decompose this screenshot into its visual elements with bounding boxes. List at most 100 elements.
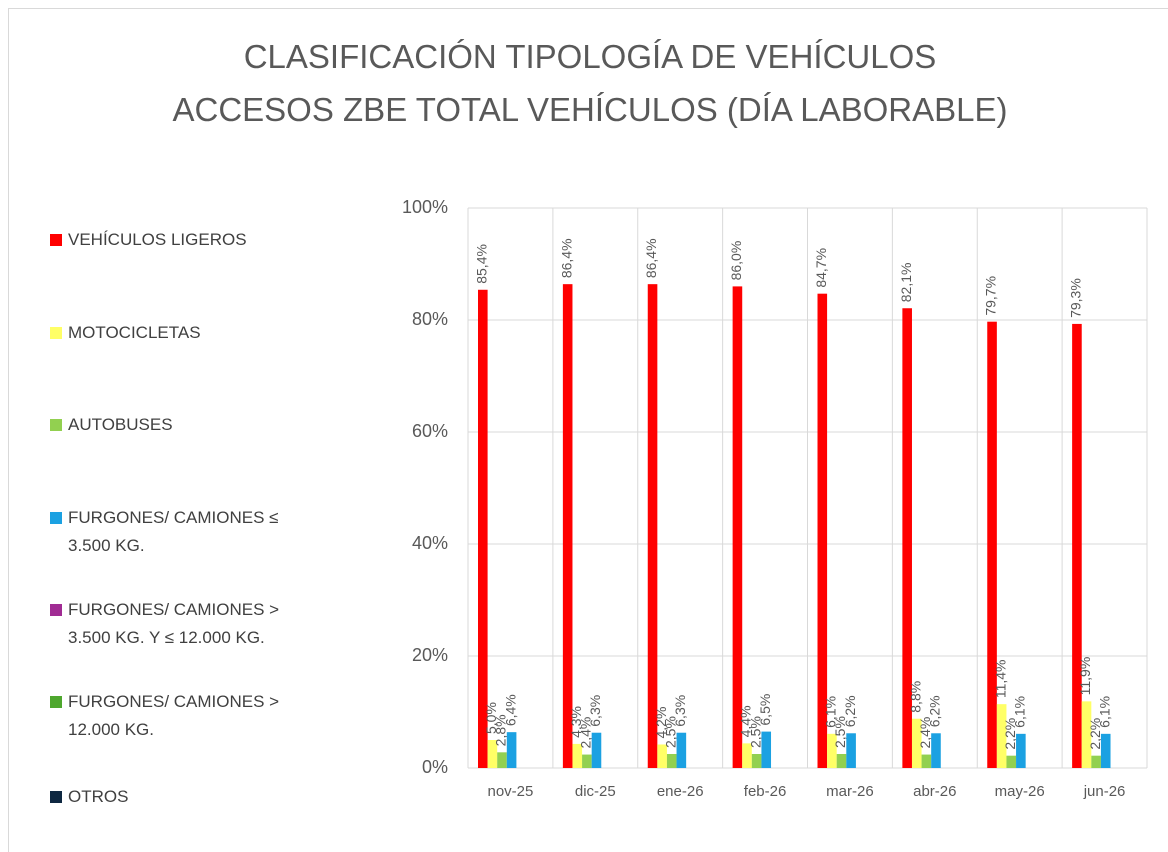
x-tick-label: ene-26 bbox=[657, 783, 704, 800]
legend-entry: FURGONES/ CAMIONES ≤ 3.500 KG. bbox=[50, 504, 318, 560]
x-tick-label: abr-26 bbox=[913, 783, 956, 800]
legend-label: VEHÍCULOS LIGEROS bbox=[68, 230, 247, 249]
x-tick-label: nov-25 bbox=[488, 783, 534, 800]
chart-subtitle: ACCESOS ZBE TOTAL VEHÍCULOS (DÍA LABORAB… bbox=[172, 91, 1008, 128]
data-label: 6,2% bbox=[927, 695, 943, 727]
data-label: 2,5% bbox=[832, 716, 848, 748]
bar bbox=[987, 321, 997, 768]
data-label: 2,2% bbox=[1087, 718, 1103, 750]
data-label: 2,4% bbox=[917, 717, 933, 749]
bar bbox=[582, 754, 592, 768]
data-label: 86,4% bbox=[643, 238, 659, 278]
data-label: 4,3% bbox=[568, 706, 584, 738]
bar bbox=[836, 754, 847, 768]
data-label: 84,7% bbox=[813, 248, 829, 288]
data-label: 86,4% bbox=[558, 238, 574, 278]
legend-entry: OTROS bbox=[50, 783, 318, 811]
bar bbox=[902, 308, 912, 768]
bar bbox=[1091, 755, 1101, 768]
legend-label: OTROS bbox=[68, 787, 129, 806]
data-label: 79,3% bbox=[1068, 278, 1084, 318]
legend-label: MOTOCICLETAS bbox=[68, 323, 201, 342]
bar bbox=[827, 733, 837, 768]
bar bbox=[921, 754, 932, 768]
bar bbox=[911, 718, 922, 768]
y-tick-label: 20% bbox=[412, 645, 448, 665]
legend-swatch bbox=[50, 234, 62, 246]
bar bbox=[817, 293, 828, 768]
y-tick-label: 100% bbox=[402, 197, 448, 217]
data-label: 6,1% bbox=[1096, 696, 1112, 728]
legend-swatch bbox=[50, 696, 62, 708]
bar bbox=[666, 754, 677, 768]
data-label: 2,2% bbox=[1002, 718, 1018, 750]
y-tick-label: 80% bbox=[412, 309, 448, 329]
bar bbox=[572, 743, 583, 768]
bar bbox=[676, 732, 687, 768]
bar bbox=[562, 284, 573, 768]
x-tick-label: may-26 bbox=[995, 783, 1045, 800]
bar bbox=[996, 704, 1007, 768]
legend-entry: VEHÍCULOS LIGEROS bbox=[50, 226, 318, 254]
bar bbox=[931, 733, 941, 768]
legend-entry: AUTOBUSES bbox=[50, 411, 318, 439]
legend-label: FURGONES/ CAMIONES ≤ 3.500 KG. bbox=[68, 508, 279, 555]
bar bbox=[1016, 733, 1026, 768]
bar bbox=[751, 754, 762, 768]
bar bbox=[657, 744, 667, 768]
legend-swatch bbox=[50, 791, 62, 803]
data-label: 6,5% bbox=[757, 694, 773, 726]
legend-label: FURGONES/ CAMIONES > 12.000 KG. bbox=[68, 692, 280, 739]
bar bbox=[742, 743, 752, 768]
chart-title: CLASIFICACIÓN TIPOLOGÍA DE VEHÍCULOS bbox=[243, 38, 937, 75]
data-label: 6,3% bbox=[587, 695, 603, 727]
bar bbox=[497, 752, 507, 768]
bar bbox=[761, 731, 772, 768]
data-label: 6,2% bbox=[842, 695, 858, 727]
legend-entry: FURGONES/ CAMIONES > 3.500 KG. Y ≤ 12.00… bbox=[50, 596, 318, 652]
data-label: 2,8% bbox=[493, 714, 509, 746]
bar bbox=[1100, 733, 1111, 768]
bar bbox=[647, 284, 658, 768]
legend-swatch bbox=[50, 604, 62, 616]
data-label: 6,3% bbox=[672, 695, 688, 727]
bar bbox=[478, 289, 488, 768]
legend-label: FURGONES/ CAMIONES > 3.500 KG. Y ≤ 12.00… bbox=[68, 600, 280, 647]
data-label: 6,1% bbox=[1012, 696, 1028, 728]
legend-entry: MOTOCICLETAS bbox=[50, 319, 318, 347]
data-label: 85,4% bbox=[474, 244, 490, 284]
legend-label: AUTOBUSES bbox=[68, 415, 173, 434]
bar bbox=[1072, 323, 1082, 768]
chart-frame bbox=[8, 8, 1168, 852]
data-label: 11,4% bbox=[992, 659, 1008, 698]
x-tick-label: mar-26 bbox=[826, 783, 874, 800]
data-label: 6,1% bbox=[823, 696, 839, 728]
x-tick-label: dic-25 bbox=[575, 783, 616, 800]
legend-swatch bbox=[50, 512, 62, 524]
data-label: 5,0% bbox=[483, 702, 499, 734]
bar bbox=[1006, 755, 1017, 768]
bar bbox=[1081, 701, 1092, 768]
data-label: 11,9% bbox=[1077, 657, 1093, 696]
legend-swatch bbox=[50, 419, 62, 431]
bar bbox=[506, 732, 517, 768]
data-label: 4,4% bbox=[738, 705, 754, 737]
legend-swatch bbox=[50, 327, 62, 339]
data-label: 4,2% bbox=[653, 707, 669, 739]
data-label: 2,5% bbox=[662, 716, 678, 748]
data-label: 6,4% bbox=[502, 694, 518, 726]
bar bbox=[591, 732, 602, 768]
y-tick-label: 60% bbox=[412, 421, 448, 441]
legend-entry: FURGONES/ CAMIONES > 12.000 KG. bbox=[50, 688, 318, 744]
bar bbox=[732, 286, 743, 768]
data-label: 2,5% bbox=[747, 716, 763, 748]
y-tick-label: 40% bbox=[412, 533, 448, 553]
bar bbox=[846, 733, 856, 768]
x-tick-label: jun-26 bbox=[1083, 783, 1126, 800]
data-label: 2,4% bbox=[578, 717, 594, 749]
data-label: 82,1% bbox=[898, 263, 914, 303]
y-tick-label: 0% bbox=[422, 757, 448, 777]
bar bbox=[487, 740, 498, 768]
